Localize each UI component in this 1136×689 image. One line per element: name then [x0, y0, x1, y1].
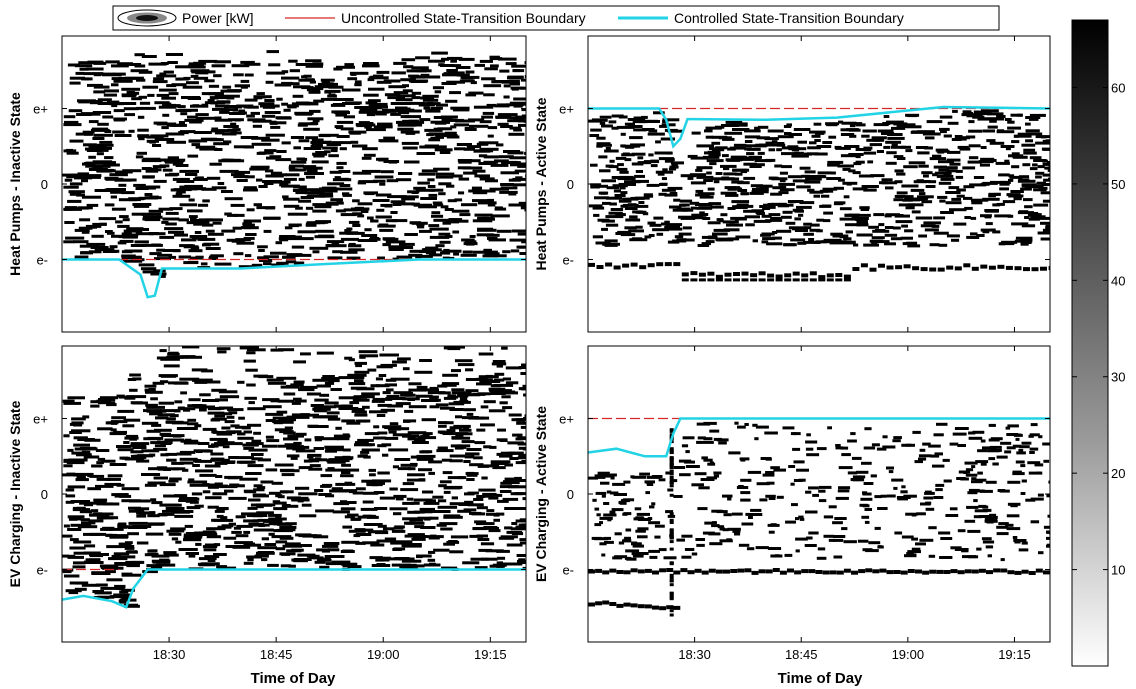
x-tick-label: 19:15	[998, 647, 1031, 662]
density-marks	[62, 50, 526, 278]
controlled-boundary-line	[62, 568, 526, 609]
controlled-boundary-line	[62, 258, 526, 299]
y-tick-label: e-	[562, 562, 574, 577]
legend-power-symbol	[117, 9, 177, 27]
y-tick-label: e-	[36, 252, 48, 267]
y-axis-label: Heat Pumps - Inactive State	[7, 92, 23, 276]
controlled-boundary-line	[588, 417, 1050, 458]
y-tick-label: e+	[33, 412, 48, 427]
colorbar-ticks: 10 20 30 40 50 60	[1072, 80, 1125, 578]
legend-controlled-label: Controlled State-Transition Boundary	[674, 10, 904, 26]
legend-uncontrolled-label: Uncontrolled State-Transition Boundary	[341, 10, 586, 26]
legend: Power [kW] Uncontrolled State-Transition…	[112, 5, 1000, 31]
x-tick-label: 18:45	[260, 647, 293, 662]
controlled-boundary-line	[588, 105, 1050, 149]
panels: e+ 0 e- Heat Pumps - Inactive State e+ 0 e- Hea…	[7, 35, 1051, 662]
x-tick-label: 19:15	[474, 647, 507, 662]
x-tick-label: 18:30	[678, 647, 711, 662]
colorbar-tick-label: 10	[1111, 563, 1125, 578]
y-tick-label: e-	[562, 252, 574, 267]
y-axis-label: EV Charging - Inactive State	[7, 400, 23, 587]
xlabel-left: Time of Day	[251, 670, 336, 687]
colorbar-tick-label: 60	[1111, 80, 1125, 95]
colorbar-tick-label: 50	[1111, 177, 1125, 192]
y-tick-label: 0	[567, 177, 574, 192]
y-tick-label: e+	[559, 102, 574, 117]
legend-power-label: Power [kW]	[182, 10, 254, 26]
panel-top-left: e+ 0 e- Heat Pumps - Inactive State	[7, 35, 527, 333]
density-marks	[62, 346, 526, 608]
xlabel-right: Time of Day	[778, 670, 863, 687]
panel-top-right: e+ 0 e- Heat Pumps - Active State	[533, 35, 1051, 333]
y-tick-label: 0	[567, 487, 574, 502]
x-tick-label: 18:45	[785, 647, 818, 662]
y-axis-label: Heat Pumps - Active State	[533, 97, 549, 270]
y-tick-label: 0	[41, 177, 48, 192]
y-tick-label: e-	[36, 562, 48, 577]
density-marks	[588, 109, 1050, 282]
legend-box	[112, 5, 1000, 31]
x-tick-label: 19:00	[367, 647, 400, 662]
panel-bottom-right: e+ 0 e- 18:30 18:45 19:00 19:15 EV Charging - A…	[533, 345, 1051, 662]
colorbar-tick-label: 40	[1111, 273, 1125, 288]
x-tick-label: 19:00	[892, 647, 925, 662]
colorbar: 10 20 30 40 50 60	[1071, 19, 1125, 667]
colorbar-tick-label: 30	[1111, 370, 1125, 385]
y-tick-label: e+	[559, 412, 574, 427]
y-tick-label: 0	[41, 487, 48, 502]
y-tick-label: e+	[33, 102, 48, 117]
x-tick-label: 18:30	[153, 647, 186, 662]
density-marks	[588, 421, 1050, 617]
colorbar-gradient	[1071, 19, 1109, 667]
panel-bottom-left: e+ 0 e- 18:30 18:45 19:00 19:15 EV Charging - I…	[7, 345, 527, 662]
y-axis-label: EV Charging - Active State	[533, 406, 549, 582]
colorbar-tick-label: 20	[1111, 466, 1125, 481]
